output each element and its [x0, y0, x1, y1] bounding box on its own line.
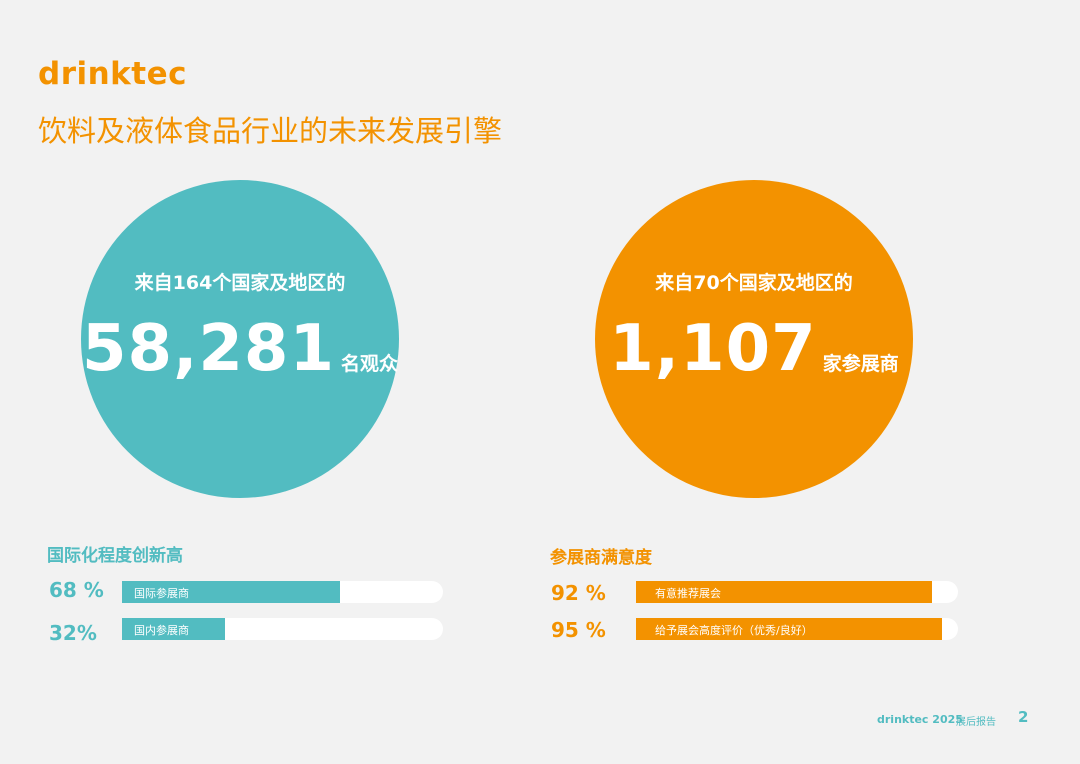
exhibitors-unit: 家参展商: [822, 353, 899, 375]
visitors-origin-text: 来自164个国家及地区的: [134, 272, 346, 294]
brand-logo-text: drinktec: [38, 56, 188, 92]
recommend-label: 有意推荐展会: [655, 587, 721, 600]
domestic-exhibitors-bar-fill: [122, 618, 225, 640]
high-rating-bar: 给予展会高度评价（优秀/良好）: [636, 618, 958, 640]
exhibitors-stat-circle: 来自70个国家及地区的 1,107 家参展商: [595, 180, 913, 498]
visitors-unit: 名观众: [340, 353, 398, 375]
page-subtitle: 饮料及液体食品行业的未来发展引擎: [38, 114, 503, 148]
visitors-stat-circle: 来自164个国家及地区的 58,281 名观众: [81, 180, 399, 498]
footer-report-label: 展后报告: [956, 717, 996, 728]
internationalization-title: 国际化程度创新高: [47, 546, 183, 566]
international-exhibitors-bar-fill: [122, 581, 341, 603]
satisfaction-title: 参展商满意度: [550, 548, 652, 568]
high-rating-bar-fill: [636, 618, 942, 640]
recommend-percent: 92 %: [551, 581, 606, 605]
international-exhibitors-percent: 68 %: [49, 578, 104, 602]
exhibitors-origin-text: 来自70个国家及地区的: [655, 272, 853, 294]
domestic-exhibitors-bar: 国内参展商: [122, 618, 443, 640]
domestic-exhibitors-percent: 32%: [49, 621, 97, 645]
international-exhibitors-label: 国际参展商: [134, 587, 189, 600]
recommend-bar-fill: [636, 581, 933, 603]
recommend-bar: 有意推荐展会: [636, 581, 958, 603]
footer-brand: drinktec 2025: [877, 713, 963, 726]
visitors-count: 58,281: [82, 312, 335, 386]
exhibitors-count: 1,107: [609, 312, 817, 386]
international-exhibitors-bar: 国际参展商: [122, 581, 443, 603]
high-rating-percent: 95 %: [551, 618, 606, 642]
high-rating-label: 给予展会高度评价（优秀/良好）: [655, 624, 813, 637]
page-number: 2: [1018, 708, 1029, 726]
domestic-exhibitors-label: 国内参展商: [134, 624, 189, 637]
